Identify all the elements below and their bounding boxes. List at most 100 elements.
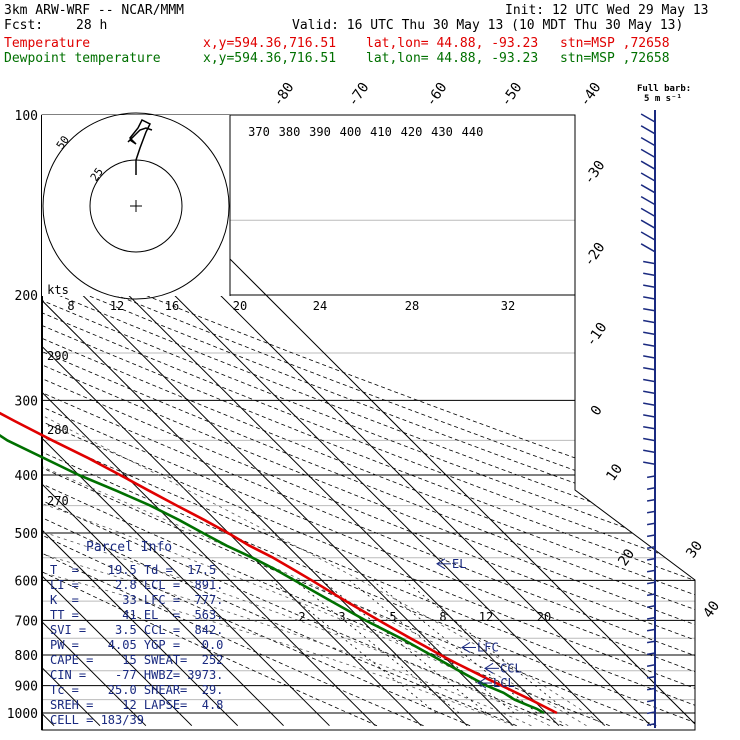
dewpoint-profile [0, 433, 545, 715]
valid-time: Valid: 16 UTC Thu 30 May 13 (10 MDT Thu … [292, 18, 684, 33]
isotherm-line [42, 115, 284, 727]
wind-barbs [640, 110, 656, 728]
wind-barb [643, 402, 656, 406]
wind-barb [640, 113, 656, 123]
barb-unit-label: 5 m s⁻¹ [644, 94, 682, 104]
wind-barb [646, 605, 656, 608]
wind-barb [646, 557, 656, 561]
wind-barb [643, 414, 656, 418]
mixing-ratio-label: 5 [389, 610, 396, 624]
wind-barb [646, 534, 656, 538]
isotherm-label: 10 [603, 461, 626, 484]
temperature-legend: Temperature [4, 36, 91, 51]
moist-adiabat [42, 399, 587, 727]
pressure-tick-label: 700 [15, 614, 38, 629]
pressure-tick-label: 200 [15, 289, 38, 304]
isotherm-line [42, 115, 468, 727]
wind-barb [646, 581, 656, 585]
forecast-label: Fcst: [4, 18, 44, 33]
isotherm-label: -50 [498, 80, 526, 110]
kts-label: 8 [67, 299, 74, 313]
isotherm-label: -80 [270, 80, 298, 110]
wind-barb [643, 331, 656, 336]
kts-label: kts [47, 283, 69, 297]
wind-barb [646, 522, 656, 526]
theta-label: 430 [431, 125, 453, 139]
pressure-tick-label: 600 [15, 574, 38, 589]
parcel-row: CIN = -77 HWBZ= 3973. [50, 668, 224, 682]
pressure-tick-label: 100 [15, 109, 38, 124]
theta-label: 420 [401, 125, 423, 139]
wind-barb [643, 366, 656, 371]
wind-barb [643, 390, 656, 395]
wind-barb [643, 307, 656, 312]
wind-barb [646, 675, 656, 679]
dry-adiabat [42, 115, 517, 727]
model-title: 3km ARW-WRF -- NCAR/MMM [4, 3, 185, 18]
wind-barb [643, 272, 656, 277]
dry-adiabat [42, 115, 695, 727]
parcel-row: PW = 4.05 YGP = 0.0 [50, 638, 224, 652]
wind-barb [640, 195, 656, 206]
isotherm-label: -20 [581, 240, 609, 270]
kts-label: 24 [313, 299, 327, 313]
wind-barb [646, 711, 656, 715]
level-label: CCL [500, 661, 522, 675]
parcel-row: LI = 2.8 LCL = 891. [50, 578, 224, 592]
kts-label: 12 [110, 299, 124, 313]
theta-label: 440 [462, 125, 484, 139]
wind-barb [640, 219, 656, 229]
theta-label: 380 [279, 125, 301, 139]
wind-barb [646, 569, 656, 573]
moist-adiabat [42, 399, 532, 727]
wind-barb [640, 125, 656, 135]
pressure-tick-label: 900 [15, 680, 38, 695]
dry-adiabat [42, 115, 695, 727]
adiabat-label: 270 [47, 494, 69, 508]
theta-label: 390 [309, 125, 331, 139]
wind-barb [646, 628, 656, 632]
wind-barb [640, 148, 656, 159]
mixing-ratio-label: 20 [537, 610, 551, 624]
dry-adiabat [42, 115, 695, 727]
wind-barb [646, 475, 656, 479]
wind-barb [640, 136, 656, 147]
isotherm-line [42, 115, 330, 727]
wind-barb [643, 461, 656, 465]
isotherm-label: 30 [683, 538, 706, 561]
dry-adiabat [42, 115, 695, 727]
hodograph-label: 25 [88, 165, 106, 183]
init-time: Init: 12 UTC Wed 29 May 13 [505, 3, 709, 18]
hodograph-ring-outer [42, 112, 230, 300]
adiabat-label: 280 [47, 423, 69, 437]
full-barb-label: Full barb: [637, 84, 692, 94]
wind-barb [643, 319, 656, 324]
parcel-row: CELL = 183/39 [50, 713, 144, 727]
temp-station: stn=MSP ,72658 [560, 36, 670, 51]
wind-barb [643, 425, 656, 430]
wind-barb [646, 687, 656, 691]
dry-adiabat [42, 115, 695, 727]
wind-barb [643, 449, 656, 454]
isotherm-label: -70 [345, 80, 373, 110]
wind-barb [643, 260, 656, 265]
hodograph-trace [127, 118, 153, 175]
theta-label: 400 [340, 125, 362, 139]
isotherm-line [42, 115, 422, 727]
wind-barb [643, 343, 656, 347]
dry-adiabat [42, 115, 564, 727]
parcel-row: K = 33 LFC = 777. [50, 593, 224, 607]
pressure-tick-label: 500 [15, 527, 38, 542]
isotherm-label: -10 [583, 320, 611, 350]
temp-xy: x,y=594.36,716.51 [203, 36, 337, 51]
wind-barb [646, 487, 656, 490]
dry-adiabat [42, 115, 695, 727]
wind-barb [643, 378, 656, 383]
wind-barb [646, 652, 656, 656]
parcel-row: TT = 41 EL = 563. [50, 608, 224, 622]
wind-barb [640, 207, 656, 218]
wind-barb [646, 699, 656, 703]
wind-barb [646, 510, 656, 514]
parcel-row: T = 19.5 Td = 17.5 [50, 563, 217, 577]
